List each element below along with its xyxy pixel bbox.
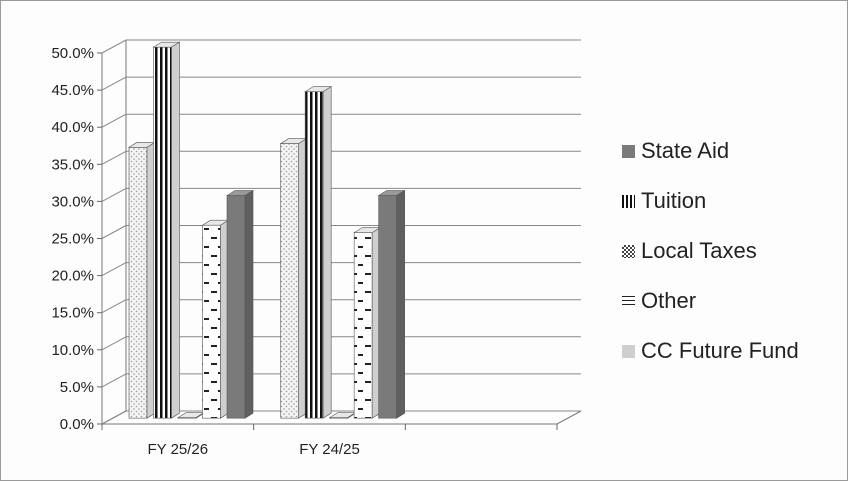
legend-item-state-aid: State Aid (622, 126, 842, 176)
gridline-side (101, 225, 127, 239)
bar-front (378, 195, 397, 419)
legend: State Aid Tuition Local Taxes Other CC Futur… (622, 126, 842, 376)
bar-side (171, 41, 180, 419)
bar-front (202, 224, 221, 419)
bar-tuition-fy-24-25 (304, 86, 333, 419)
legend-item-other: Other (622, 276, 842, 326)
bar-front (353, 232, 373, 419)
bar-local-taxes-fy-24-25 (328, 412, 357, 419)
bar-tuition-fy-25-26 (152, 41, 181, 419)
bar-front (153, 46, 172, 419)
bar-front (304, 91, 324, 419)
bar-other-fy-24-25 (353, 227, 382, 419)
x-tick-label: FY 24/25 (299, 441, 360, 458)
bar-local-taxes-fy-25-26 (176, 412, 206, 419)
gridline-side (101, 187, 127, 202)
y-tick-label: 10.0% (51, 342, 94, 359)
bar-cc-future-fund-fy-24-25 (279, 138, 308, 419)
legend-label: Local Taxes (641, 238, 757, 263)
y-axis: 0.0% 5.0% 10.0% 15.0% 20.0% 25.0% 30.0% 35.0% 40… (51, 45, 102, 433)
y-tick-label: 25.0% (51, 231, 94, 248)
gridline-side (101, 336, 127, 351)
legend-swatch (622, 144, 635, 158)
gridline-side (101, 262, 127, 277)
bar-side (244, 190, 254, 419)
bar-cc-future-fund-fy-25-26 (127, 141, 157, 419)
gridlines (101, 39, 581, 425)
x-axis: FY 25/26 FY 24/25 (101, 424, 558, 458)
y-tick-label: 0.0% (60, 416, 94, 433)
bar-side (396, 190, 405, 419)
legend-swatch (622, 194, 635, 208)
legend-label: Other (641, 288, 697, 313)
gridline-side (101, 299, 127, 314)
bar-state-aid-fy-24-25 (377, 190, 406, 419)
y-tick-label: 35.0% (51, 156, 94, 173)
bar-front (226, 195, 246, 419)
y-tick-label: 15.0% (51, 305, 94, 322)
x-tick-label: FY 25/26 (148, 441, 209, 458)
legend-swatch (622, 294, 635, 308)
legend-label: State Aid (641, 138, 730, 163)
gridline-side (101, 410, 127, 425)
y-tick-label: 30.0% (51, 193, 94, 210)
bar-other-fy-25-26 (201, 219, 230, 419)
bars (127, 41, 406, 419)
legend-swatch (622, 344, 635, 358)
gridline-side (101, 113, 127, 128)
legend-item-tuition: Tuition (622, 176, 842, 226)
bar-front (280, 143, 299, 419)
legend-item-cc-future-fund: CC Future Fund (622, 326, 842, 376)
legend-swatch (622, 244, 635, 258)
y-tick-label: 20.0% (51, 268, 94, 285)
legend-item-local-taxes: Local Taxes (622, 226, 842, 276)
legend-label: Tuition (641, 188, 707, 213)
gridline-side (101, 39, 127, 54)
gridline-side (101, 76, 127, 91)
y-tick-label: 45.0% (51, 82, 94, 99)
gridline-side (101, 150, 127, 165)
gridline-side (101, 373, 127, 388)
bar-front (128, 147, 148, 419)
bar-side (322, 86, 332, 419)
bar-state-aid-fy-25-26 (225, 190, 255, 419)
y-tick-label: 5.0% (60, 379, 94, 396)
legend-label: CC Future Fund (641, 338, 799, 363)
y-tick-label: 50.0% (51, 45, 94, 62)
y-tick-label: 40.0% (51, 119, 94, 136)
